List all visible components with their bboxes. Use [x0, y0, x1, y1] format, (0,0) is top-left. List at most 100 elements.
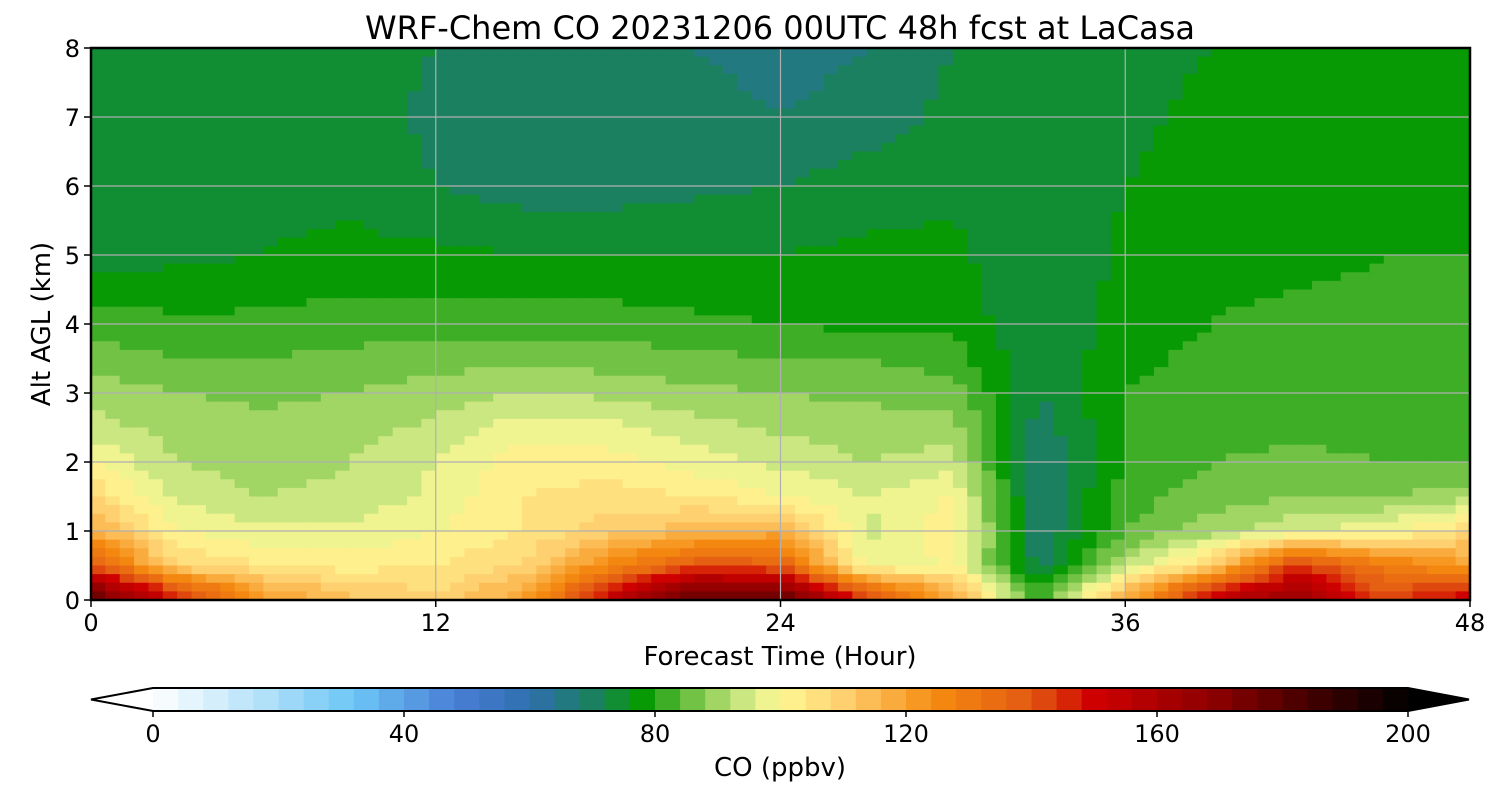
- heatmap-cell: [407, 255, 422, 265]
- heatmap-cell: [938, 160, 954, 170]
- heatmap-cell: [823, 453, 839, 463]
- heatmap-cell: [1153, 289, 1169, 299]
- heatmap-cell: [1383, 306, 1399, 316]
- heatmap-cell: [1197, 393, 1213, 403]
- heatmap-cell: [493, 272, 509, 282]
- heatmap-cell: [1168, 410, 1184, 420]
- heatmap-cell: [665, 73, 681, 84]
- heatmap-cell: [119, 91, 135, 101]
- heatmap-cell: [565, 315, 580, 325]
- heatmap-cell: [1110, 298, 1126, 308]
- heatmap-cell: [809, 160, 825, 170]
- heatmap-cell: [1297, 487, 1313, 498]
- heatmap-cell: [651, 272, 667, 282]
- heatmap-cell: [1082, 220, 1098, 230]
- heatmap-cell: [1311, 410, 1327, 420]
- heatmap-cell: [794, 255, 810, 265]
- heatmap-cell: [952, 177, 968, 187]
- heatmap-cell: [306, 168, 322, 178]
- heatmap-cell: [450, 436, 466, 446]
- heatmap-cell: [881, 246, 897, 256]
- heatmap-cell: [1125, 324, 1141, 334]
- heatmap-cell: [909, 108, 925, 118]
- heatmap-cell: [392, 168, 408, 178]
- heatmap-cell: [134, 177, 150, 187]
- heatmap-cell: [1168, 470, 1184, 480]
- heatmap-cell: [952, 470, 968, 480]
- heatmap-cell: [177, 82, 193, 92]
- heatmap-cell: [177, 108, 193, 118]
- heatmap-cell: [1369, 48, 1385, 58]
- heatmap-cell: [1441, 177, 1457, 187]
- heatmap-cell: [1383, 418, 1399, 429]
- heatmap-cell: [306, 220, 322, 230]
- heatmap-cell: [1426, 332, 1442, 342]
- heatmap-cell: [909, 306, 925, 316]
- heatmap-cell: [1153, 418, 1169, 429]
- heatmap-cell: [679, 99, 695, 109]
- heatmap-cell: [1254, 117, 1270, 127]
- heatmap-cell: [723, 82, 738, 92]
- heatmap-cell: [1225, 56, 1241, 66]
- heatmap-cell: [665, 246, 681, 256]
- heatmap-cell: [119, 410, 135, 420]
- heatmap-cell: [1340, 160, 1356, 170]
- heatmap-cell: [148, 427, 164, 437]
- heatmap-cell: [622, 151, 638, 161]
- heatmap-cell: [881, 479, 897, 489]
- heatmap-cell: [679, 82, 695, 92]
- heatmap-cell: [507, 246, 523, 256]
- heatmap-cell: [550, 177, 566, 187]
- heatmap-cell: [608, 229, 624, 239]
- heatmap-cell: [924, 384, 940, 394]
- heatmap-cell: [866, 306, 882, 316]
- heatmap-cell: [1355, 237, 1371, 247]
- heatmap-cell: [306, 48, 322, 58]
- heatmap-cell: [263, 306, 279, 316]
- heatmap-cell: [1067, 91, 1083, 101]
- heatmap-cell: [995, 324, 1011, 334]
- heatmap-cell: [967, 203, 983, 213]
- heatmap-cell: [651, 117, 667, 127]
- heatmap-cell: [392, 151, 408, 161]
- heatmap-cell: [1412, 263, 1428, 273]
- heatmap-cell: [679, 134, 695, 144]
- heatmap-cell: [105, 427, 121, 437]
- heatmap-cell: [1039, 289, 1055, 299]
- heatmap-cell: [593, 186, 609, 196]
- heatmap-cell: [464, 186, 480, 196]
- heatmap-cell: [349, 341, 365, 351]
- heatmap-cell: [1340, 479, 1356, 489]
- heatmap-cell: [1096, 436, 1112, 446]
- heatmap-cell: [708, 186, 724, 196]
- heatmap-cell: [593, 315, 609, 325]
- heatmap-cell: [378, 315, 394, 325]
- heatmap-cell: [952, 117, 968, 127]
- heatmap-cell: [1283, 82, 1299, 92]
- heatmap-cell: [407, 470, 422, 480]
- heatmap-cell: [1455, 349, 1471, 360]
- heatmap-cell: [852, 487, 868, 498]
- heatmap-cell: [651, 462, 667, 472]
- heatmap-cell: [608, 246, 624, 256]
- heatmap-cell: [981, 332, 997, 342]
- heatmap-cell: [234, 306, 250, 316]
- heatmap-cell: [148, 168, 164, 178]
- heatmap-cell: [148, 48, 164, 58]
- heatmap-cell: [766, 211, 782, 222]
- heatmap-cell: [1182, 367, 1198, 377]
- heatmap-cell: [177, 349, 193, 360]
- heatmap-cell: [335, 65, 351, 75]
- heatmap-cell: [407, 367, 422, 377]
- heatmap-cell: [636, 263, 652, 273]
- heatmap-cell: [421, 453, 437, 463]
- heatmap-cell: [134, 358, 150, 368]
- heatmap-cell: [205, 298, 221, 308]
- heatmap-cell: [550, 358, 566, 368]
- heatmap-cell: [349, 108, 365, 118]
- heatmap-cell: [1197, 151, 1213, 161]
- heatmap-cell: [1369, 427, 1385, 437]
- heatmap-cell: [593, 142, 609, 153]
- heatmap-cell: [1010, 367, 1026, 377]
- heatmap-cell: [622, 367, 638, 377]
